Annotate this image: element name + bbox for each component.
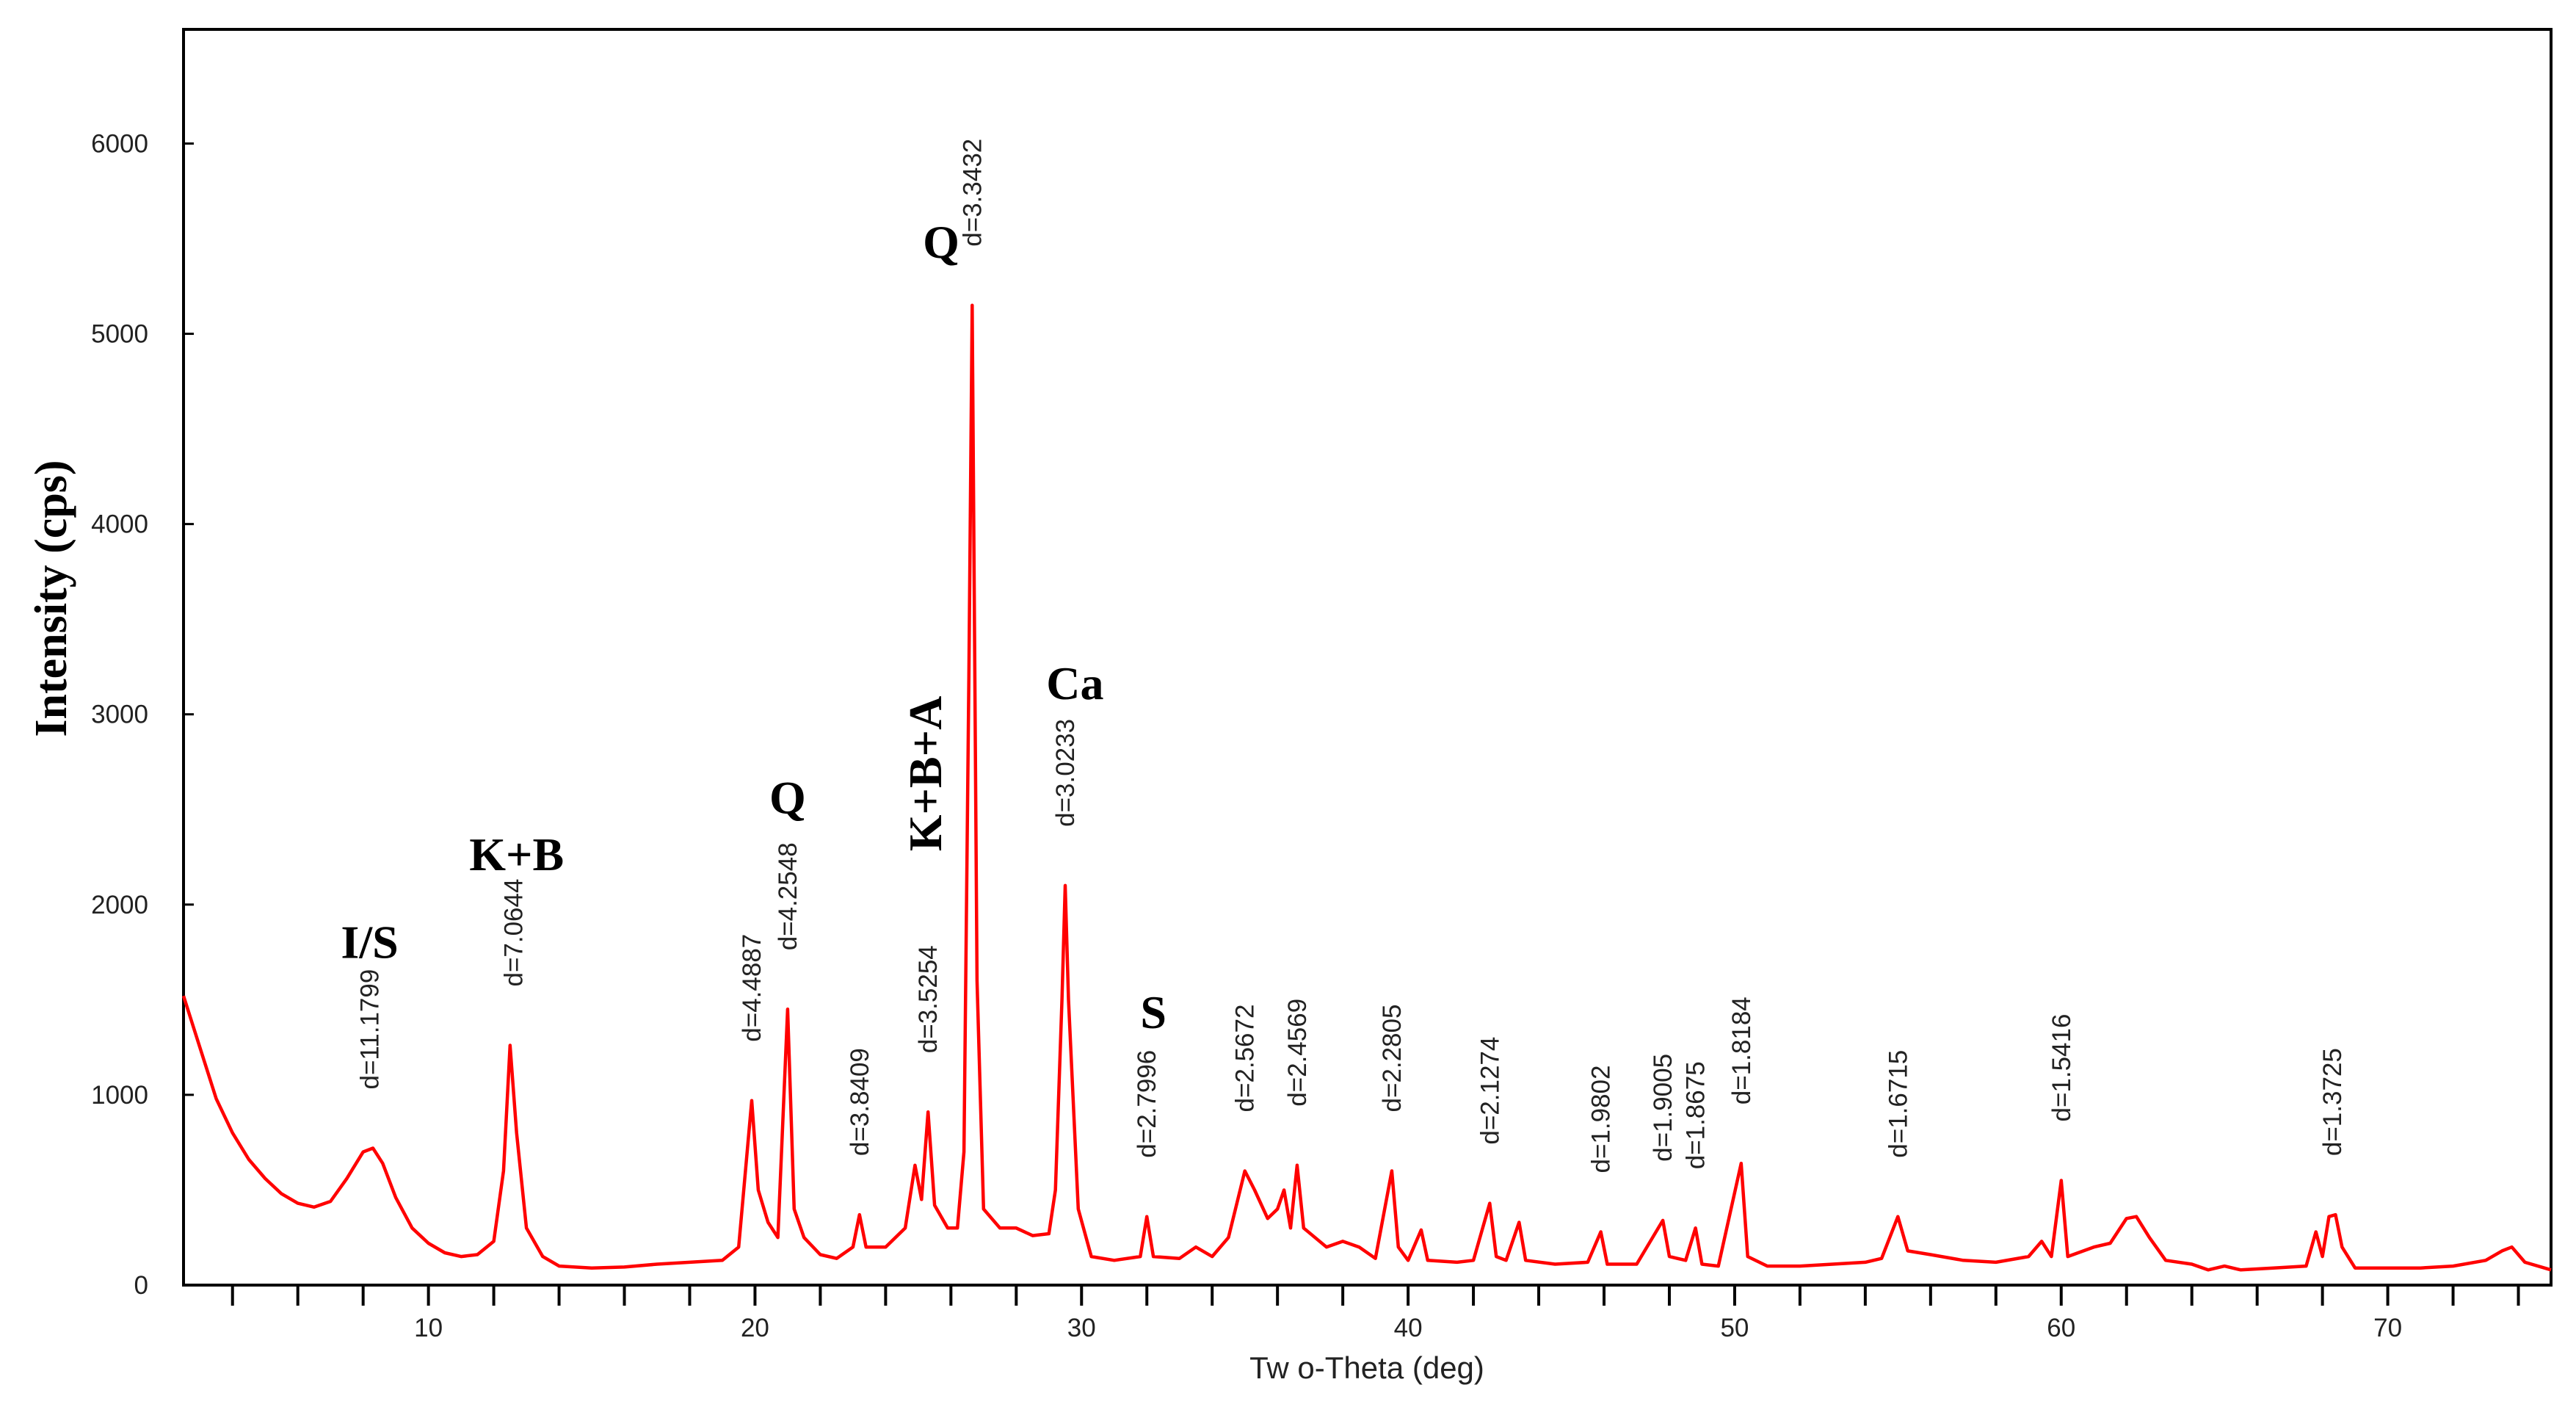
peak-label: d=1.8184 <box>1727 997 1756 1104</box>
peak-label: d=2.5672 <box>1231 1005 1260 1113</box>
x-tick-label: 60 <box>2047 1314 2075 1342</box>
x-tick-label: 30 <box>1067 1314 1096 1342</box>
y-axis-ticks: 0 1000 2000 3000 4000 5000 6000 <box>91 129 194 1300</box>
x-tick-label: 10 <box>414 1314 443 1342</box>
phase-label: Q <box>769 771 806 823</box>
peak-label: d=2.4569 <box>1283 999 1312 1107</box>
peak-label: d=1.8675 <box>1682 1061 1710 1169</box>
phase-label: S <box>1140 986 1167 1038</box>
peak-label: d=1.6715 <box>1884 1050 1912 1158</box>
peak-label: d=4.4887 <box>738 934 766 1042</box>
xrd-pattern-line <box>181 303 2552 1272</box>
x-tick-label: 70 <box>2373 1314 2402 1342</box>
peak-label: d=3.5254 <box>914 945 943 1053</box>
phase-label: K+B <box>469 828 564 880</box>
peak-label: d=4.2548 <box>774 842 802 950</box>
x-tick-label: 40 <box>1394 1314 1423 1342</box>
peak-label: d=1.3725 <box>2318 1048 2347 1156</box>
y-tick-label: 6000 <box>91 129 148 158</box>
y-axis-title: Intensity (cps) <box>26 460 76 737</box>
y-tick-label: 4000 <box>91 510 148 539</box>
peak-label: d=3.0233 <box>1051 719 1080 827</box>
peak-label: d=2.7996 <box>1133 1050 1161 1158</box>
peak-label: d=2.2805 <box>1378 1005 1407 1113</box>
peak-label: d=1.5416 <box>2047 1014 2076 1122</box>
peak-label: d=2.1274 <box>1476 1037 1504 1145</box>
y-tick-label: 2000 <box>91 891 148 919</box>
peak-label: d=7.0644 <box>499 879 528 987</box>
peak-label: d=3.3432 <box>958 139 987 247</box>
phase-label: Ca <box>1046 657 1103 709</box>
x-axis-title: Tw o-Theta (deg) <box>1249 1350 1484 1385</box>
peak-labels: d=11.1799 d=7.0644 d=4.4887 d=4.2548 d=3.840… <box>356 139 2347 1173</box>
y-tick-label: 1000 <box>91 1081 148 1110</box>
phase-label: Q <box>923 216 959 268</box>
y-tick-label: 5000 <box>91 320 148 349</box>
peak-label: d=3.8409 <box>846 1048 874 1156</box>
phase-label: K+B+A <box>899 696 951 852</box>
y-tick-label: 3000 <box>91 701 148 729</box>
peak-label: d=1.9802 <box>1587 1066 1616 1173</box>
x-tick-label: 50 <box>1720 1314 1749 1342</box>
peak-label: d=1.9005 <box>1649 1054 1677 1162</box>
y-tick-label: 0 <box>134 1271 148 1300</box>
phase-labels: I/S K+B Q K+B+A Q Ca S <box>341 216 1167 1038</box>
x-axis-ticks: 10 20 30 40 50 60 70 <box>231 1285 2520 1342</box>
phase-label: I/S <box>341 916 398 968</box>
plot-frame <box>182 28 2553 1287</box>
x-tick-label: 20 <box>741 1314 769 1342</box>
peak-label: d=11.1799 <box>356 969 385 1090</box>
